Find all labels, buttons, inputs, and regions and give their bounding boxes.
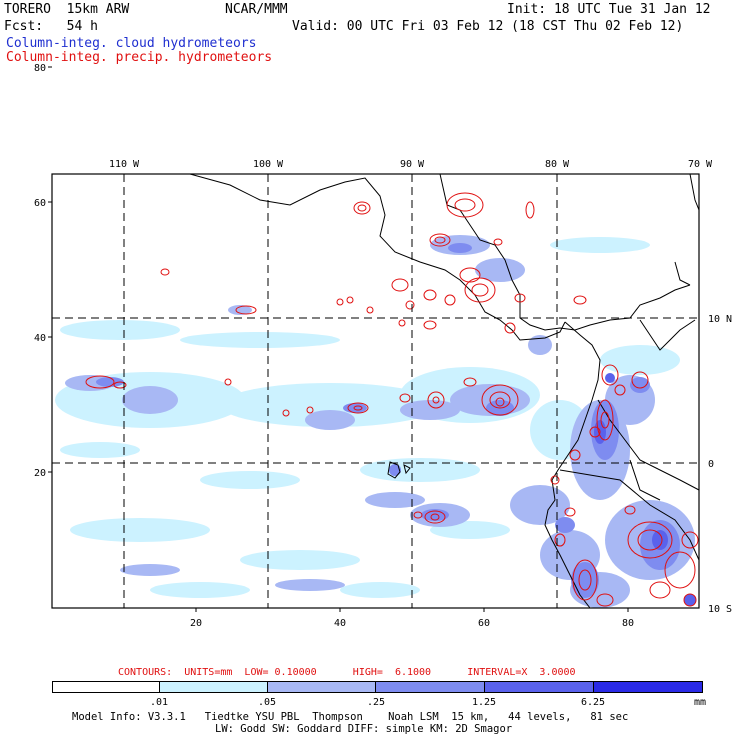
graticule: [52, 174, 699, 608]
y-tick-label: 60: [34, 198, 46, 209]
y-tick-label: 80: [34, 63, 46, 74]
colorbar-segment-1: [159, 681, 268, 693]
model-info-line1: Model Info: V3.3.1 Tiedtke YSU PBL Thomp…: [72, 711, 629, 723]
colorbar-segment-2: [267, 681, 376, 693]
model-info-line2: LW: Godd SW: Goddard DIFF: simple KM: 2D…: [215, 723, 513, 735]
colorbar-segment-3: [375, 681, 485, 693]
lat-label-0: 0: [708, 459, 714, 470]
axis-ticks: [48, 66, 629, 612]
model-title: TORERO 15km ARW: [4, 2, 130, 17]
lon-label-70w: 70 W: [688, 159, 713, 170]
lon-label-110w: 110 W: [109, 159, 140, 170]
coastlines: [189, 174, 699, 608]
colorbar-label-001: .01: [149, 697, 169, 708]
colorbar-label-005: .05: [257, 697, 277, 708]
lon-label-80w: 80 W: [545, 159, 570, 170]
colorbar-segment-0: [52, 681, 160, 693]
x-tick-label: 20: [190, 618, 202, 629]
colorbar-label-025: .25: [366, 697, 386, 708]
valid-time: Valid: 00 UTC Fri 03 Feb 12 (18 CST Thu …: [292, 19, 684, 34]
x-tick-label: 60: [478, 618, 490, 629]
colorbar-segment-5: [593, 681, 703, 693]
lat-label-10s: 10 S: [708, 604, 732, 615]
x-tick-label: 40: [334, 618, 346, 629]
precip-contours: [85, 192, 699, 607]
y-tick-label: 40: [34, 333, 46, 344]
cloud-shading: [55, 235, 696, 608]
cloud-field-label: Column-integ. cloud hydrometeors: [6, 36, 257, 51]
colorbar-label-625: 6.25: [580, 697, 606, 708]
colorbar-units: mm: [693, 697, 707, 708]
lon-label-100w: 100 W: [253, 159, 284, 170]
y-tick-label: 20: [34, 468, 46, 479]
forecast-hour: Fcst: 54 h: [4, 19, 98, 34]
organization: NCAR/MMM: [225, 2, 288, 17]
colorbar-label-125: 1.25: [471, 697, 497, 708]
colorbar-segment-4: [484, 681, 594, 693]
map-frame: [51, 173, 700, 609]
precip-field-label: Column-integ. precip. hydrometeors: [6, 50, 273, 65]
x-tick-label: 80: [622, 618, 634, 629]
contour-info: CONTOURS: UNITS=mm LOW= 0.10000 HIGH= 6.…: [118, 667, 576, 678]
lat-label-10n: 10 N: [708, 314, 732, 325]
init-time: Init: 18 UTC Tue 31 Jan 12: [507, 2, 711, 17]
lon-label-90w: 90 W: [400, 159, 425, 170]
